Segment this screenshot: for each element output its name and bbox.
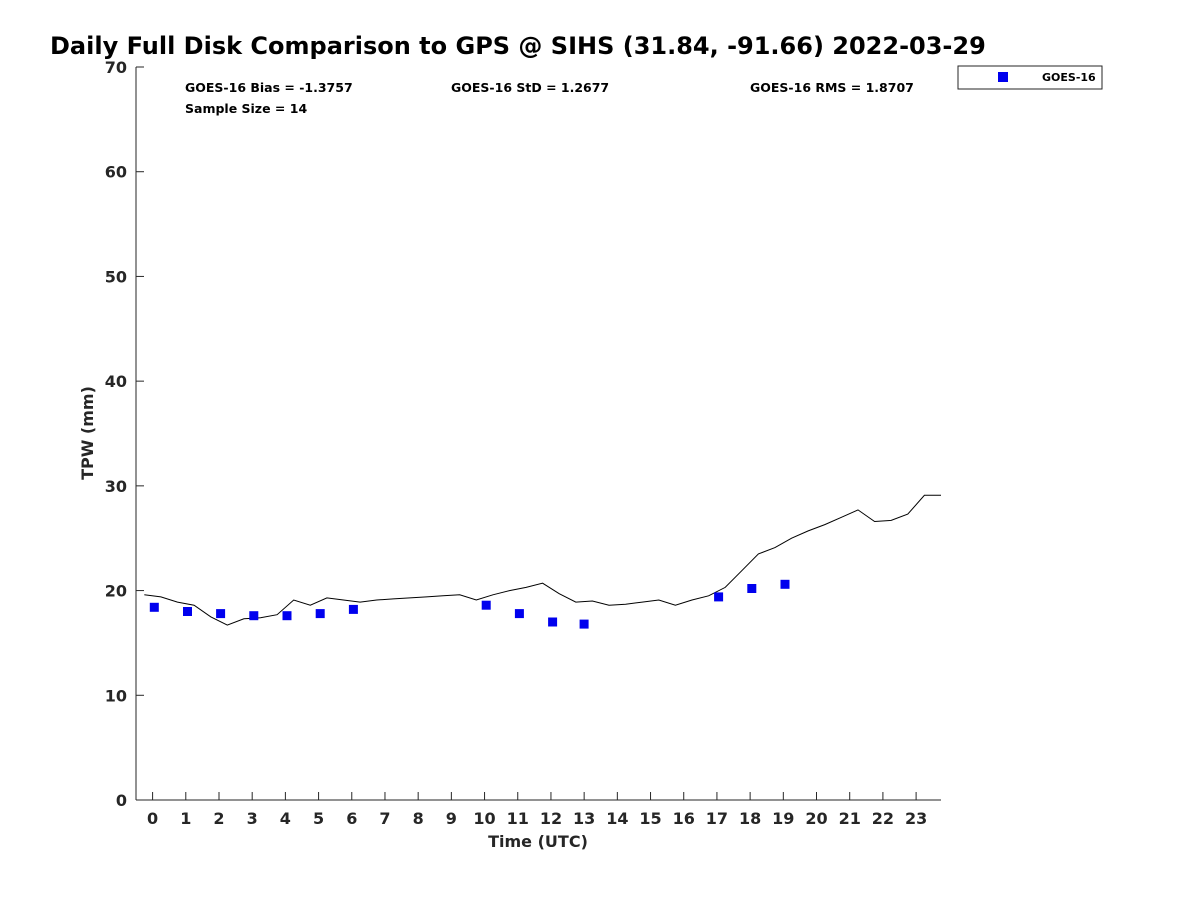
x-tick-label: 22 [872, 809, 894, 828]
legend-label-goes16: GOES-16 [1042, 71, 1096, 84]
stat-rms: GOES-16 RMS = 1.8707 [750, 80, 914, 95]
x-tick-label: 23 [905, 809, 927, 828]
goes16-point [249, 611, 259, 621]
x-tick-label: 11 [507, 809, 529, 828]
x-tick-label: 19 [772, 809, 794, 828]
goes16-point [548, 617, 558, 627]
goes16-point [579, 619, 589, 629]
x-axis-ticks: 0 1 2 3 4 5 6 7 8 9 10 11 12 13 14 15 16 17 18 19 20 21 22 23 [147, 792, 927, 828]
goes16-point [216, 609, 226, 619]
y-tick-label: 40 [105, 372, 127, 391]
x-tick-label: 15 [639, 809, 661, 828]
stats-annotations: GOES-16 Bias = -1.3757 GOES-16 StD = 1.2… [185, 80, 914, 116]
y-axis-ticks: 0 10 20 30 40 50 60 70 [105, 58, 144, 810]
x-tick-label: 7 [379, 809, 390, 828]
gps-tpw-line [144, 494, 941, 626]
x-tick-label: 14 [606, 809, 628, 828]
x-tick-label: 1 [180, 809, 191, 828]
goes16-point [714, 592, 724, 602]
x-tick-label: 5 [313, 809, 324, 828]
y-tick-label: 10 [105, 686, 127, 705]
goes16-point [780, 579, 790, 589]
legend: GOES-16 [957, 65, 1103, 90]
series-layer [144, 494, 941, 629]
stat-bias: GOES-16 Bias = -1.3757 [185, 80, 353, 95]
goes16-point [348, 604, 358, 614]
legend-marker-goes16 [998, 72, 1008, 82]
y-tick-label: 20 [105, 582, 127, 601]
stat-std: GOES-16 StD = 1.2677 [451, 80, 609, 95]
goes16-point [481, 600, 491, 610]
y-tick-label: 50 [105, 267, 127, 286]
x-tick-label: 21 [839, 809, 861, 828]
goes16-point [514, 609, 524, 619]
x-tick-label: 6 [346, 809, 357, 828]
x-tick-label: 0 [147, 809, 158, 828]
x-tick-label: 8 [413, 809, 424, 828]
plot-area [135, 67, 941, 801]
x-tick-label: 16 [673, 809, 695, 828]
x-tick-label: 3 [247, 809, 258, 828]
x-tick-label: 20 [805, 809, 827, 828]
goes16-point [282, 611, 292, 621]
x-tick-label: 4 [280, 809, 291, 828]
chart-title: Daily Full Disk Comparison to GPS @ SIHS… [50, 32, 986, 60]
y-tick-label: 0 [116, 791, 127, 810]
y-tick-label: 30 [105, 477, 127, 496]
x-tick-label: 17 [706, 809, 728, 828]
goes16-point [183, 607, 192, 616]
legend-box [957, 65, 1103, 90]
y-tick-label: 60 [105, 163, 127, 182]
stat-sample-size: Sample Size = 14 [185, 101, 307, 116]
goes16-point [747, 584, 757, 593]
x-tick-label: 10 [473, 809, 495, 828]
x-tick-label: 13 [573, 809, 595, 828]
goes16-point [315, 609, 325, 619]
x-tick-label: 12 [540, 809, 562, 828]
x-tick-label: 9 [446, 809, 457, 828]
x-tick-label: 18 [739, 809, 761, 828]
goes16-point [149, 602, 159, 612]
y-tick-label: 70 [105, 58, 127, 77]
y-axis-label: TPW (mm) [78, 386, 97, 480]
x-tick-label: 2 [213, 809, 224, 828]
x-axis-label: Time (UTC) [488, 832, 588, 851]
